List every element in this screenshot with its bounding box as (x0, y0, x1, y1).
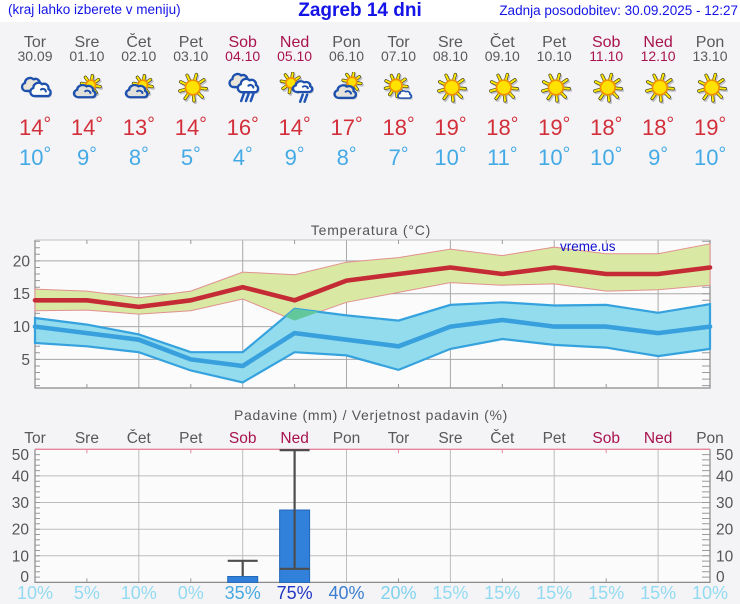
svg-text:Čet: Čet (490, 430, 515, 447)
svg-text:Pet: Pet (543, 430, 567, 447)
svg-text:Pon: Pon (333, 430, 361, 447)
svg-text:Padavine (mm) / Verjetnost pad: Padavine (mm) / Verjetnost padavin (%) (234, 407, 508, 423)
svg-text:10: 10 (13, 319, 31, 336)
svg-text:Čet: Čet (127, 430, 152, 447)
svg-text:Tor: Tor (24, 430, 46, 447)
svg-text:30: 30 (716, 495, 734, 512)
svg-text:Temperatura (°C): Temperatura (°C) (311, 222, 431, 238)
svg-text:Pet: Pet (179, 430, 203, 447)
svg-text:Ned: Ned (280, 430, 308, 447)
svg-text:20: 20 (13, 253, 31, 270)
svg-text:10: 10 (716, 548, 734, 565)
svg-text:30: 30 (12, 495, 30, 512)
svg-text:10: 10 (12, 548, 30, 565)
svg-text:5: 5 (21, 352, 30, 369)
svg-text:15: 15 (13, 286, 30, 303)
svg-text:Tor: Tor (388, 430, 410, 447)
svg-text:Sob: Sob (592, 430, 620, 447)
svg-text:40: 40 (12, 468, 30, 485)
svg-text:Sre: Sre (438, 430, 462, 447)
svg-text:Ned: Ned (644, 430, 672, 447)
svg-text:20: 20 (12, 522, 30, 539)
svg-text:20: 20 (716, 522, 734, 539)
svg-text:50: 50 (12, 447, 30, 464)
svg-text:50: 50 (716, 447, 734, 464)
svg-text:Sob: Sob (229, 430, 257, 447)
svg-text:Pon: Pon (696, 430, 724, 447)
svg-text:40: 40 (716, 468, 734, 485)
svg-text:Sre: Sre (75, 430, 99, 447)
svg-text:vreme.us: vreme.us (560, 239, 616, 254)
